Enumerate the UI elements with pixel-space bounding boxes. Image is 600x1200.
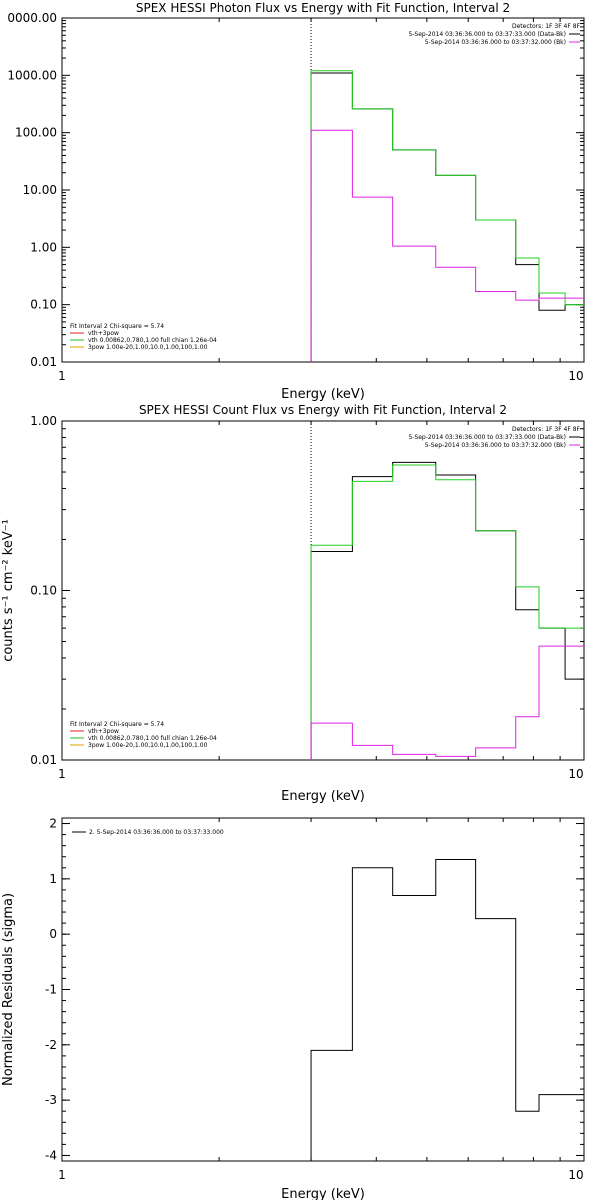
plot-frame (61, 420, 585, 761)
x-tick-label: 1 (58, 767, 66, 781)
x-axis-label: Energy (keV) (281, 789, 365, 804)
y-tick-label: 0.01 (30, 355, 57, 369)
series-step-line-1 (310, 70, 584, 362)
fit-legend-entry: 3pow 1.00e-20,1.00,10.0,1.00,100,1.00 (88, 344, 208, 351)
y-tick-label: 1000.00 (7, 68, 57, 82)
y-tick-label: -1 (45, 983, 57, 997)
y-axis-label: Normalized Residuals (sigma) (1, 893, 16, 1086)
fit-legend-header: Fit Interval 2 Chi-square = 5.74 (70, 323, 164, 330)
y-tick-label: -3 (45, 1093, 57, 1107)
legend-entry: 2. 5-Sep-2014 03:36:36.000 to 03:37:33.0… (89, 829, 224, 836)
y-tick-label: -2 (45, 1038, 57, 1052)
fit-legend-entry: vth 0.00862,0.780,1.00 full chian 1.26e-… (88, 735, 217, 742)
legend-entry: 5-Sep-2014 03:36:36.000 to 03:37:33.000 … (408, 434, 566, 441)
fit-legend-entry: 3pow 1.00e-20,1.00,10.0,1.00,100,1.00 (88, 742, 208, 749)
chart-title: SPEX HESSI Photon Flux vs Energy with Fi… (136, 1, 510, 15)
y-tick-label: 1.00 (30, 414, 57, 428)
series-step-line-2 (310, 645, 584, 760)
chart-title: SPEX HESSI Count Flux vs Energy with Fit… (139, 403, 507, 417)
legend-entry: 5-Sep-2014 03:36:36.000 to 03:37:32.000 … (425, 442, 566, 449)
fit-legend-entry: vth+3pow (88, 330, 119, 337)
fit-legend-entry: vth 0.00862,0.780,1.00 full chian 1.26e-… (88, 337, 217, 344)
legend-header: Detectors: 1F 3F 4F 8F (512, 426, 581, 433)
legend-entry: 5-Sep-2014 03:36:36.000 to 03:37:33.000 … (408, 31, 566, 38)
x-axis-label: Energy (keV) (281, 387, 365, 402)
y-tick-label: 10.00 (23, 183, 57, 197)
y-tick-label: 100.00 (15, 126, 57, 140)
legend-entry: 5-Sep-2014 03:36:36.000 to 03:37:32.000 … (425, 39, 566, 46)
y-tick-label: -4 (45, 1148, 57, 1162)
y-tick-label: 0.01 (30, 753, 57, 767)
series-step-line-0 (310, 72, 584, 362)
x-tick-label: 10 (568, 767, 583, 781)
legend-header: Detectors: 1F 3F 4F 8F (512, 23, 581, 30)
x-tick-label: 1 (58, 1168, 66, 1182)
y-tick-label: 0000.00 (7, 11, 57, 25)
y-tick-label: 1.00 (30, 240, 57, 254)
series-step-line-2 (310, 129, 584, 362)
y-tick-label: 2 (49, 817, 57, 831)
series-step-line-0 (310, 858, 584, 1161)
fit-legend-header: Fit Interval 2 Chi-square = 5.74 (70, 721, 164, 728)
x-tick-label: 10 (568, 1168, 583, 1182)
y-tick-label: 0.10 (30, 298, 57, 312)
fit-legend-entry: vth+3pow (88, 728, 119, 735)
x-axis-label: Energy (keV) (281, 1187, 365, 1200)
series-step-line-1 (310, 464, 584, 760)
y-axis-label: counts s⁻¹ cm⁻² keV⁻¹ (1, 519, 16, 662)
plot-frame (61, 817, 585, 1162)
y-tick-label: 0.10 (30, 584, 57, 598)
plot-frame (61, 17, 585, 363)
y-tick-label: 0 (49, 927, 57, 941)
y-tick-label: 1 (49, 872, 57, 886)
x-tick-label: 10 (568, 369, 583, 383)
x-tick-label: 1 (58, 369, 66, 383)
